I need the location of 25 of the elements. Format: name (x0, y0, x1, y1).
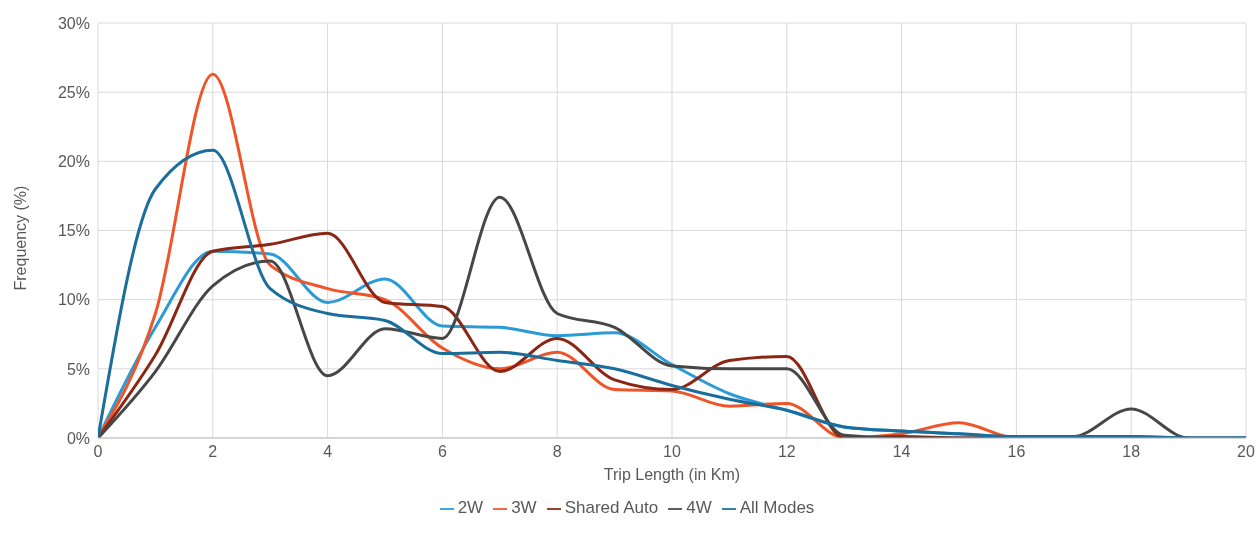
x-tick-label: 4 (323, 443, 333, 461)
y-tick-label: 5% (66, 360, 90, 378)
legend-label: 4W (686, 498, 712, 517)
x-tick-label: 16 (1007, 443, 1026, 461)
x-tick-label: 12 (777, 443, 796, 461)
x-axis-title: Trip Length (in Km) (603, 466, 741, 483)
y-tick-label: 0% (66, 429, 90, 447)
x-tick-label: 0 (93, 443, 103, 461)
x-tick-label: 2 (208, 443, 218, 461)
x-tick-label: 14 (892, 443, 911, 461)
x-tick-label: 8 (552, 443, 562, 461)
y-tick-label: 20% (57, 153, 90, 171)
y-tick-label: 25% (57, 83, 90, 101)
y-tick-label: 15% (57, 222, 90, 240)
legend-label: Shared Auto (564, 498, 659, 517)
legend-label: 2W (457, 498, 484, 517)
x-tick-label: 10 (663, 443, 681, 461)
y-tick-label: 30% (57, 14, 90, 32)
x-tick-label: 6 (437, 443, 447, 461)
x-tick-label: 20 (1237, 443, 1255, 461)
y-tick-label: 10% (57, 291, 90, 309)
legend-label: 3W (511, 498, 537, 517)
y-axis-title: Frequency (%) (11, 185, 29, 291)
x-tick-label: 18 (1122, 443, 1141, 461)
legend-label: All Modes (739, 498, 815, 517)
